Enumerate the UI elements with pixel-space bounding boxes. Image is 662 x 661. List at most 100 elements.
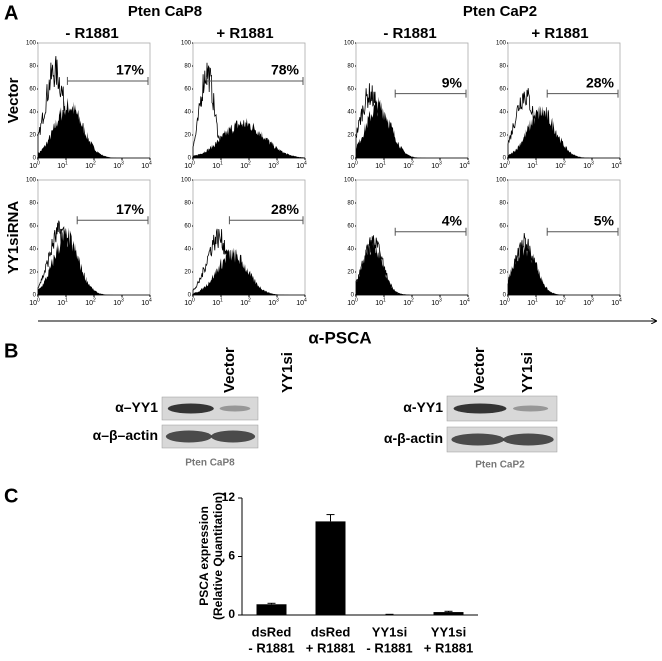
x-tick-base: 10 — [268, 300, 276, 307]
y-tick-label: 100 — [344, 178, 355, 184]
x-tick-exponent: 1 — [65, 160, 68, 166]
y-tick-label: 40 — [499, 247, 506, 253]
condition-label: - R1881 — [383, 25, 436, 42]
bar — [257, 604, 287, 615]
x-tick-label: + R1881 — [306, 640, 356, 655]
x-tick-exponent: 3 — [439, 297, 442, 303]
blot-band — [211, 431, 255, 443]
lane-label: Vector — [471, 347, 488, 393]
blot-band — [220, 406, 251, 412]
y-tick-label: 20 — [499, 270, 506, 276]
blot-row-label: α–β–actin — [93, 427, 158, 443]
x-tick-exponent: 4 — [467, 297, 470, 303]
x-tick-exponent: 1 — [383, 160, 386, 166]
y-tick-label: 100 — [344, 41, 355, 47]
blot-row-label: α-YY1 — [403, 399, 443, 415]
y-tick-label: 60 — [29, 224, 36, 230]
x-tick-base: 10 — [57, 300, 65, 307]
y-tick-label: 80 — [29, 64, 36, 70]
x-tick-exponent: 0 — [507, 297, 510, 303]
x-tick-exponent: 2 — [563, 160, 566, 166]
histogram-filled — [508, 239, 620, 295]
x-tick-base: 10 — [184, 300, 192, 307]
x-tick-base: 10 — [240, 163, 248, 170]
y-tick-label: 20 — [29, 270, 36, 276]
x-tick-exponent: 2 — [411, 160, 414, 166]
y-axis-label: (Relative Quantitation) — [211, 492, 225, 620]
lane-label: YY1si — [279, 352, 296, 393]
panel-label: A — [4, 2, 18, 24]
x-tick-base: 10 — [57, 163, 65, 170]
x-tick-base: 10 — [184, 163, 192, 170]
percentage: 78% — [271, 62, 300, 78]
lane-label: YY1si — [519, 352, 536, 393]
x-tick-base: 10 — [431, 300, 439, 307]
y-tick-label: 20 — [347, 133, 354, 139]
histogram-filled — [38, 228, 150, 296]
percentage: 28% — [586, 74, 615, 90]
blot-band — [454, 404, 507, 414]
y-tick-label: 20 — [184, 270, 191, 276]
x-tick-exponent: 4 — [149, 297, 152, 303]
histogram-filled — [193, 118, 305, 158]
y-tick-label: 20 — [499, 133, 506, 139]
condition-label: - R1881 — [65, 25, 118, 42]
x-tick-base: 10 — [583, 300, 591, 307]
x-tick-exponent: 3 — [121, 297, 124, 303]
y-tick-label: 40 — [184, 110, 191, 116]
x-tick-exponent: 0 — [192, 297, 195, 303]
y-tick-label: 80 — [499, 201, 506, 207]
histogram-filled — [356, 237, 468, 295]
x-axis-label: α-PSCA — [308, 328, 371, 347]
x-tick-base: 10 — [499, 300, 507, 307]
x-tick-base: 10 — [347, 163, 355, 170]
x-tick-base: 10 — [212, 163, 220, 170]
blot-band — [503, 434, 554, 446]
group-title: Pten CaP2 — [463, 3, 537, 20]
cell-line-label: Pten CaP2 — [475, 460, 525, 471]
y-tick-label: 60 — [499, 224, 506, 230]
x-tick-exponent: 3 — [591, 160, 594, 166]
x-tick-base: 10 — [459, 300, 467, 307]
x-tick-exponent: 1 — [383, 297, 386, 303]
percentage: 28% — [271, 201, 300, 217]
y-tick-label: 40 — [347, 247, 354, 253]
y-tick-label: 100 — [496, 41, 507, 47]
x-tick-exponent: 0 — [37, 160, 40, 166]
histogram-filled — [508, 106, 620, 158]
y-tick-label: 6 — [228, 549, 235, 563]
y-tick-label: 40 — [499, 110, 506, 116]
x-tick-exponent: 2 — [563, 297, 566, 303]
x-tick-exponent: 1 — [220, 297, 223, 303]
y-tick-label: 60 — [29, 87, 36, 93]
x-tick-base: 10 — [431, 163, 439, 170]
x-tick-base: 10 — [555, 163, 563, 170]
x-tick-exponent: 4 — [619, 160, 622, 166]
x-tick-base: 10 — [29, 163, 37, 170]
x-tick-exponent: 2 — [248, 297, 251, 303]
percentage: 17% — [116, 62, 145, 78]
x-tick-exponent: 1 — [65, 297, 68, 303]
x-tick-exponent: 0 — [355, 297, 358, 303]
y-tick-label: 100 — [26, 178, 37, 184]
x-tick-base: 10 — [527, 163, 535, 170]
y-tick-label: 20 — [184, 133, 191, 139]
y-axis-label: PSCA expression — [197, 506, 211, 606]
y-tick-label: 100 — [181, 41, 192, 47]
y-tick-label: 80 — [184, 64, 191, 70]
y-tick-label: 20 — [347, 270, 354, 276]
x-tick-base: 10 — [85, 163, 93, 170]
y-tick-label: 60 — [347, 87, 354, 93]
x-tick-exponent: 3 — [439, 160, 442, 166]
x-tick-label: dsRed — [311, 624, 351, 639]
histogram-filled — [193, 248, 305, 295]
x-tick-base: 10 — [29, 300, 37, 307]
x-tick-base: 10 — [611, 300, 619, 307]
x-tick-exponent: 0 — [37, 297, 40, 303]
x-tick-exponent: 4 — [304, 160, 307, 166]
x-tick-label: + R1881 — [424, 640, 474, 655]
y-tick-label: 60 — [499, 87, 506, 93]
bar — [316, 521, 346, 615]
x-tick-exponent: 4 — [304, 297, 307, 303]
